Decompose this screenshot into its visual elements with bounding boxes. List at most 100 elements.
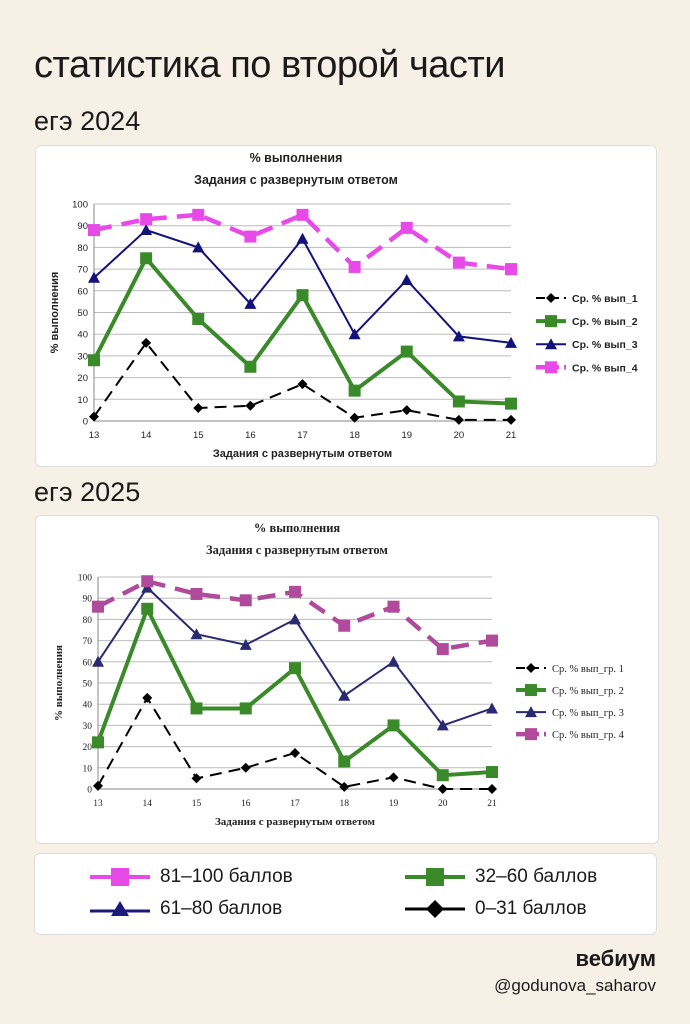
author-handle: @godunova_saharov — [494, 976, 656, 995]
data-point-4 — [387, 600, 400, 613]
x-tick-label: 15 — [193, 430, 204, 441]
data-point-4 — [244, 230, 257, 243]
data-point-3 — [348, 328, 361, 340]
data-point-2 — [239, 702, 252, 715]
data-point-1 — [142, 692, 153, 703]
series-line-4 — [93, 212, 512, 272]
y-tick-label: 10 — [77, 395, 88, 406]
data-point-1 — [437, 784, 448, 794]
legend-label: Ср. % вып_3 — [572, 339, 638, 351]
y-tick-label: 60 — [77, 286, 88, 297]
legend-label: Ср. % вып_2 — [572, 316, 638, 328]
data-point-4 — [505, 263, 517, 276]
x-tick-label: 13 — [93, 799, 103, 809]
section-title-2024: егэ 2024 — [34, 106, 141, 136]
legend-marker — [545, 338, 557, 350]
navy-triangle-marker-icon — [90, 901, 150, 916]
x-tick-label: 14 — [141, 430, 152, 441]
data-point-3 — [505, 336, 517, 348]
y-tick-label: 100 — [78, 574, 93, 584]
data-point-4 — [190, 587, 203, 600]
x-tick-label: 17 — [297, 430, 308, 441]
x-tick-label: 14 — [143, 799, 153, 809]
data-point-3 — [192, 241, 205, 253]
data-point-3 — [296, 232, 309, 244]
data-point-4 — [296, 208, 309, 221]
legend-item-0-31: 0–31 баллов — [405, 898, 587, 920]
data-point-4 — [289, 585, 301, 598]
data-point-2 — [140, 252, 153, 265]
green-square-marker-icon — [405, 868, 465, 886]
y-tick-label: 70 — [77, 265, 88, 276]
x-axis-label: Задания с развернутым ответом — [213, 448, 392, 460]
data-point-1 — [388, 772, 399, 783]
data-point-4 — [88, 224, 100, 237]
chart-subtitle: Задания с развернутым ответом — [206, 543, 388, 557]
x-tick-label: 19 — [389, 799, 399, 809]
data-point-1 — [401, 405, 412, 416]
data-point-1 — [453, 414, 464, 425]
y-axis-label: % выполнения — [53, 645, 65, 721]
legend-item-81-100: 81–100 баллов — [90, 866, 293, 888]
data-point-3 — [239, 638, 252, 650]
data-point-2 — [88, 354, 100, 367]
data-point-1 — [141, 337, 152, 348]
x-tick-label: 13 — [89, 430, 100, 441]
data-point-2 — [296, 289, 309, 302]
data-point-2 — [348, 384, 361, 397]
y-axis-label: % выполнения — [49, 272, 61, 354]
legend-marker — [525, 706, 537, 718]
data-point-1 — [506, 414, 516, 425]
data-point-1 — [349, 412, 360, 423]
data-point-3 — [92, 655, 104, 667]
line-chart: % выполнения Задания с развернутым ответо… — [49, 151, 638, 460]
legend-item-61-80: 61–80 баллов — [90, 898, 282, 920]
x-tick-label: 17 — [290, 799, 300, 809]
chart-2024: % выполнения Задания с развернутым ответо… — [35, 145, 657, 467]
data-point-2 — [190, 702, 203, 715]
data-point-1 — [240, 762, 251, 773]
data-point-4 — [92, 600, 104, 613]
series-line-3 — [97, 586, 493, 727]
data-point-2 — [505, 397, 517, 410]
data-point-3 — [338, 689, 351, 701]
legend-label: 0–31 баллов — [475, 898, 587, 919]
data-point-1 — [297, 379, 308, 390]
legend-marker — [525, 728, 537, 741]
data-point-1 — [191, 773, 202, 784]
data-point-2 — [92, 736, 104, 749]
chart-subtitle: Задания с развернутым ответом — [194, 173, 398, 187]
y-tick-label: 80 — [77, 243, 88, 254]
legend-marker — [546, 293, 556, 303]
data-point-2 — [452, 395, 465, 408]
data-point-2 — [387, 719, 400, 732]
y-tick-label: 30 — [77, 351, 88, 362]
y-tick-label: 90 — [83, 595, 93, 605]
data-point-4 — [348, 260, 361, 273]
y-tick-label: 30 — [83, 722, 93, 732]
line-chart: % выполнения Задания с развернутым ответо… — [53, 521, 625, 828]
y-tick-label: 40 — [77, 330, 88, 341]
data-point-3 — [387, 655, 400, 667]
y-tick-label: 10 — [83, 764, 93, 774]
chart-title: % выполнения — [250, 151, 343, 165]
score-legend: 81–100 баллов 32–60 баллов 61–80 баллов … — [34, 853, 657, 935]
x-tick-label: 18 — [349, 430, 360, 441]
legend-label: 32–60 баллов — [475, 866, 598, 887]
data-point-4 — [400, 221, 413, 234]
section-title-2025: егэ 2025 — [34, 477, 141, 507]
legend-label: Ср. % вып_гр. 1 — [552, 664, 624, 675]
x-tick-label: 20 — [454, 430, 465, 441]
data-point-3 — [140, 224, 153, 236]
data-point-2 — [244, 360, 257, 373]
data-point-4 — [338, 619, 351, 632]
y-tick-label: 70 — [83, 637, 93, 647]
data-point-1 — [487, 784, 497, 794]
x-axis-label: Задания с развернутым ответом — [215, 816, 376, 828]
legend-marker — [545, 361, 557, 374]
y-tick-label: 20 — [83, 743, 93, 753]
data-point-2 — [338, 755, 351, 768]
x-tick-label: 20 — [438, 799, 448, 809]
x-tick-label: 21 — [487, 799, 497, 809]
x-tick-label: 16 — [245, 430, 256, 441]
